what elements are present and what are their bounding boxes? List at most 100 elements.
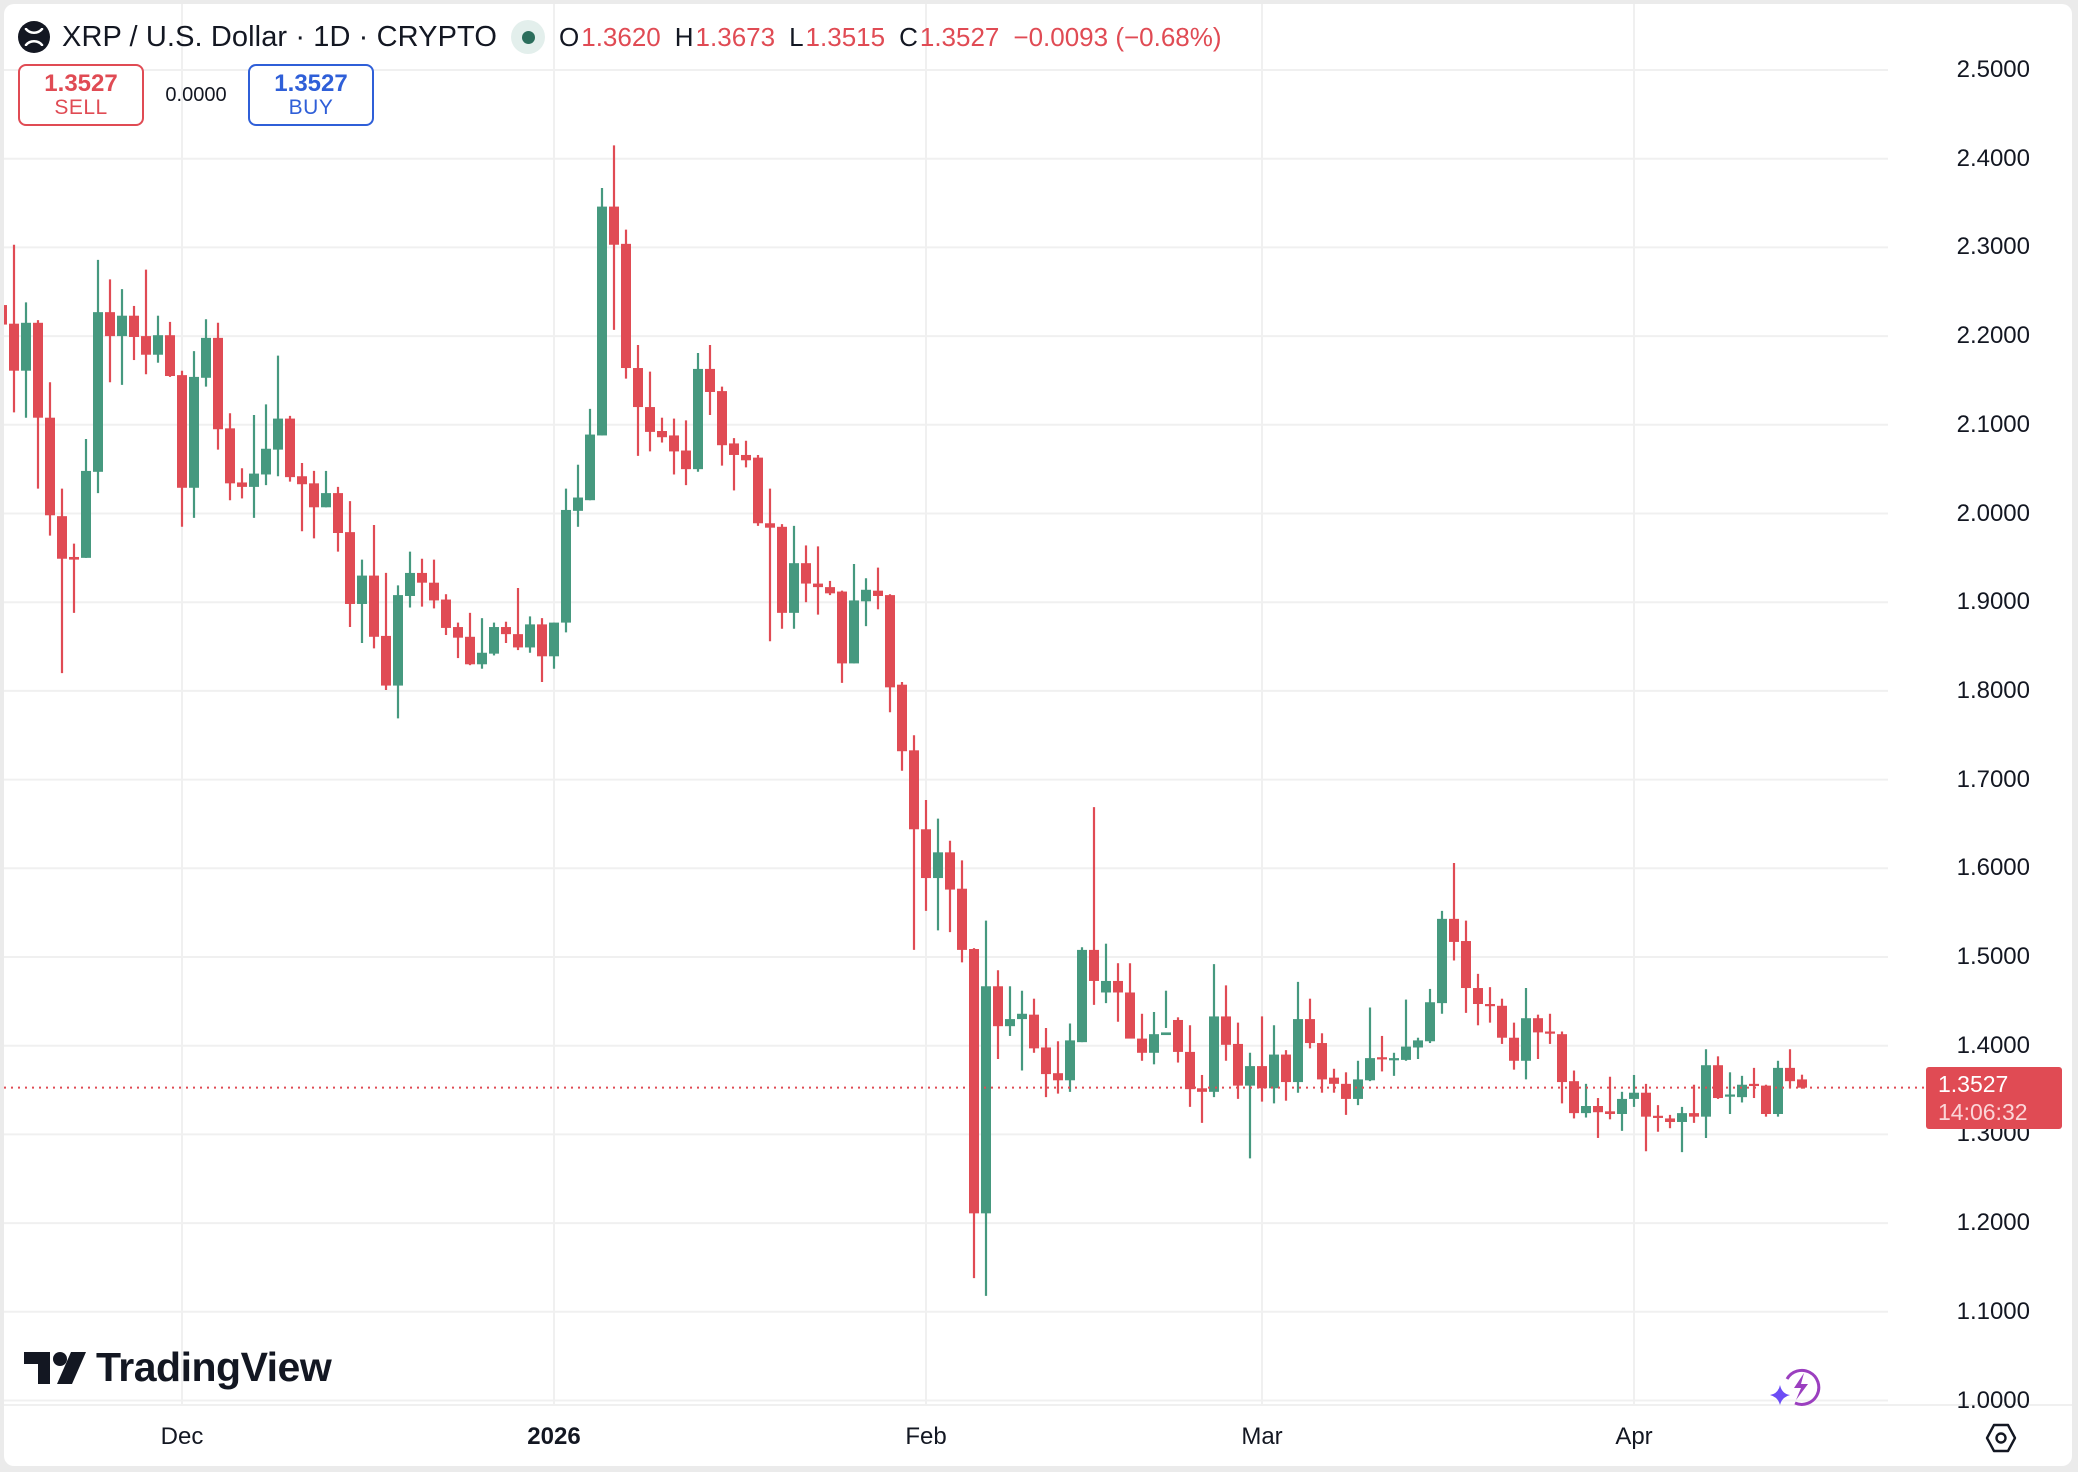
high-value: 1.3673: [695, 21, 776, 52]
price-axis-label: 2.2000: [1956, 322, 2030, 350]
candle: [717, 386, 727, 466]
candle: [1317, 1033, 1327, 1093]
candle: [261, 404, 271, 486]
price-axis-label: 2.4000: [1956, 144, 2030, 172]
candle: [225, 413, 235, 501]
candle: [321, 470, 331, 508]
candle: [885, 594, 895, 713]
candle: [1677, 1106, 1687, 1153]
candle: [645, 371, 655, 452]
candle: [285, 415, 295, 482]
candle: [801, 545, 811, 603]
candle: [1437, 910, 1447, 1014]
candlestick-chart[interactable]: [4, 4, 2072, 1466]
candle: [1581, 1083, 1591, 1118]
candle: [1737, 1075, 1747, 1103]
candle: [1653, 1105, 1663, 1132]
candle: [1749, 1067, 1759, 1099]
tradingview-wordmark: TradingView: [96, 1344, 332, 1390]
price-axis-label: 2.1000: [1956, 410, 2030, 438]
candle: [1413, 1037, 1423, 1060]
candle: [981, 920, 991, 1296]
candle: [657, 417, 667, 443]
candle: [1089, 807, 1099, 1005]
candle: [1425, 988, 1435, 1044]
candle: [909, 735, 919, 950]
candle: [789, 525, 799, 629]
candle: [693, 352, 703, 472]
candle: [1497, 998, 1507, 1044]
candle: [1341, 1072, 1351, 1115]
price-axis-label: 1.5000: [1956, 943, 2030, 970]
candle: [405, 551, 415, 608]
candle: [1509, 1022, 1519, 1070]
candle: [93, 259, 103, 494]
candle: [1125, 963, 1135, 1039]
sell-button[interactable]: 1.3527 SELL: [18, 64, 144, 126]
candle: [1029, 998, 1039, 1053]
candle: [153, 315, 163, 363]
candle: [57, 488, 67, 674]
candle: [1197, 1074, 1207, 1123]
time-axis-label: Feb: [905, 1423, 947, 1450]
candle: [393, 585, 403, 719]
buy-button[interactable]: 1.3527 BUY: [248, 64, 374, 126]
market-status-icon[interactable]: [511, 20, 545, 54]
candle: [309, 470, 319, 539]
candle: [189, 351, 199, 518]
candle: [609, 145, 619, 330]
last-price-tag: 1.3527 14:06:32: [1926, 1067, 2062, 1129]
candle: [813, 546, 823, 615]
candle: [513, 588, 523, 651]
candle: [4, 305, 7, 325]
candle: [1233, 1022, 1243, 1099]
price-axis-label: 2.0000: [1956, 499, 2030, 527]
candle: [369, 525, 379, 649]
candle: [1221, 985, 1231, 1061]
tradingview-logo[interactable]: TradingView: [24, 1344, 332, 1391]
candle: [1065, 1023, 1075, 1092]
candle: [1005, 986, 1015, 1036]
sparkle-lightning-icon[interactable]: [1770, 1362, 1824, 1417]
candle: [897, 682, 907, 771]
candle: [1785, 1049, 1795, 1089]
symbol-title[interactable]: XRP / U.S. Dollar · 1D · CRYPTO: [62, 20, 497, 53]
candle: [81, 438, 91, 558]
candle: [1521, 988, 1531, 1080]
candle: [585, 408, 595, 501]
candle: [669, 418, 679, 475]
buy-price: 1.3527: [274, 70, 348, 98]
candle: [1713, 1056, 1723, 1099]
candle: [489, 622, 499, 656]
candle: [777, 524, 787, 629]
candle: [249, 415, 259, 518]
settings-hex-icon[interactable]: [1985, 1423, 2017, 1458]
candle: [1269, 1025, 1279, 1104]
candle: [1077, 947, 1087, 1043]
candle: [1185, 1025, 1195, 1107]
candle: [1461, 920, 1471, 1013]
candle: [1557, 1031, 1567, 1104]
candle: [201, 319, 211, 387]
candle: [1773, 1060, 1783, 1117]
price-axis-label: 1.7000: [1956, 765, 2030, 793]
candle: [333, 486, 343, 552]
spread-value: 0.0000: [165, 83, 227, 106]
candle: [213, 322, 223, 450]
price-axis-label: 1.9000: [1956, 588, 2030, 616]
candle: [1245, 1052, 1255, 1159]
candle: [1401, 999, 1411, 1061]
price-axis-label: 1.4000: [1956, 1031, 2030, 1059]
candle: [825, 580, 835, 596]
candle: [861, 578, 871, 627]
candle: [1053, 1041, 1063, 1094]
price-axis-label: 1.2000: [1956, 1209, 2030, 1237]
candle: [729, 438, 739, 491]
candle: [1761, 1084, 1771, 1117]
candle: [1569, 1070, 1579, 1119]
candle: [165, 321, 175, 377]
candle: [1701, 1049, 1711, 1138]
candle: [849, 564, 859, 664]
candle: [621, 229, 631, 379]
candle: [873, 567, 883, 610]
